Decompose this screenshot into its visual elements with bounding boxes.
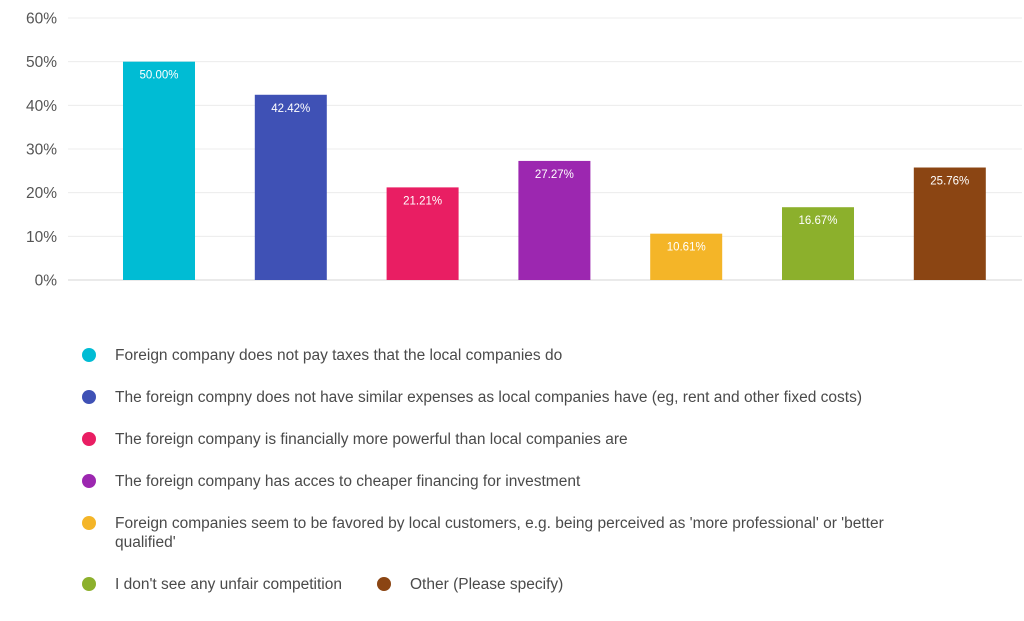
legend-marker: [82, 390, 96, 404]
legend-marker: [82, 432, 96, 446]
bar: [254, 94, 327, 281]
legend-label: The foreign company is financially more …: [115, 431, 628, 448]
legend-item: Foreign companies seem to be favored by …: [82, 514, 902, 552]
bar: [518, 160, 591, 280]
legend-item: Foreign company does not pay taxes that …: [82, 346, 962, 365]
y-tick-label: 40%: [26, 98, 57, 115]
legend-item: The foreign company has acces to cheaper…: [82, 472, 962, 491]
legend-item: Other (Please specify): [377, 575, 677, 594]
y-tick-label: 30%: [26, 142, 57, 159]
legend-marker: [82, 348, 96, 362]
bar-value-label: 27.27%: [535, 169, 574, 181]
legend-item: The foreign company is financially more …: [82, 430, 962, 449]
bar: [650, 233, 723, 280]
bar-chart: 0% 10% 20% 30% 40% 50% 60% 50.00% 42.42% 21.21% 27…: [26, 11, 1022, 290]
legend-label: The foreign company has acces to cheaper…: [115, 473, 581, 490]
bar: [123, 61, 195, 280]
legend-marker: [377, 577, 391, 591]
legend-marker: [82, 516, 96, 530]
y-tick-label: 10%: [26, 229, 57, 246]
legend-label: Foreign company does not pay taxes that …: [115, 347, 563, 364]
legend-item: The foreign compny does not have similar…: [82, 388, 962, 407]
bar: [913, 167, 986, 280]
legend-marker: [82, 474, 96, 488]
bar-value-label: 10.61%: [667, 242, 706, 254]
legend-label: Foreign companies seem to be favored by …: [115, 515, 884, 551]
legend-label: I don't see any unfair competition: [115, 576, 342, 593]
y-tick-label: 60%: [26, 11, 57, 28]
bar-value-label: 42.42%: [271, 103, 310, 115]
bar: [386, 187, 459, 280]
bar-value-label: 50.00%: [139, 70, 178, 82]
bar-value-label: 25.76%: [930, 176, 969, 188]
y-tick-label: 0%: [35, 273, 58, 290]
bar: [782, 207, 854, 280]
legend-marker: [82, 577, 96, 591]
bar-value-label: 21.21%: [403, 195, 442, 207]
legend-label: The foreign compny does not have similar…: [115, 389, 862, 406]
bar-value-label: 16.67%: [798, 215, 837, 227]
y-tick-label: 50%: [26, 54, 57, 71]
legend-item: I don't see any unfair competition: [82, 575, 362, 594]
legend-label: Other (Please specify): [410, 576, 564, 593]
y-tick-label: 20%: [26, 185, 57, 202]
